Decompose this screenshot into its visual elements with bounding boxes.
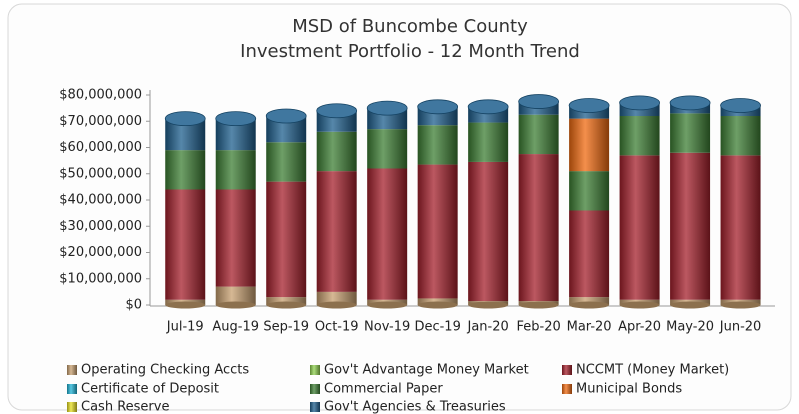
legend-label: Certificate of Deposit [81, 382, 219, 397]
legend-label: Gov't Advantage Money Market [324, 363, 529, 378]
legend-swatch [310, 384, 320, 394]
cylinder-bottom [266, 301, 307, 309]
x-tick-label: Jun-20 [719, 320, 762, 335]
bar-segment [165, 189, 206, 300]
cylinder-bottom [670, 301, 711, 309]
y-tick-label: $20,000,000 [59, 245, 142, 260]
legend-swatch [562, 384, 572, 394]
cylinder-bottom [417, 301, 458, 309]
y-tick-label: $50,000,000 [59, 166, 142, 181]
cylinder-top [619, 95, 660, 111]
cylinder-top [518, 94, 560, 109]
bar-segment [367, 168, 408, 300]
legend-swatch [310, 365, 320, 375]
x-tick-label: Nov-19 [364, 320, 410, 335]
cylinder-bottom [518, 301, 559, 309]
chart-subtitle: Investment Portfolio - 12 Month Trend [240, 41, 580, 62]
bar-segment [215, 286, 256, 305]
y-tick-label: $60,000,000 [59, 140, 142, 155]
cylinder-top [568, 98, 610, 113]
bar-segment [367, 129, 408, 169]
cylinder-bottom [316, 301, 357, 309]
x-tick-label: Jan-20 [467, 320, 509, 335]
legend-label: NCCMT (Money Market) [576, 363, 729, 378]
bar-segment [417, 164, 458, 299]
cylinder-top [215, 111, 257, 127]
legend-label: Cash Reserve [81, 400, 169, 414]
legend-label: Gov't Agencies & Treasuries [324, 400, 506, 414]
x-tick-label: Feb-20 [517, 320, 561, 335]
bar-segment [518, 154, 559, 302]
legend-label: Municipal Bonds [576, 382, 682, 397]
bar-segment [266, 181, 307, 298]
bar-segment [670, 152, 711, 300]
x-tick-label: May-20 [666, 320, 714, 335]
bar-segment [720, 116, 761, 156]
cylinder-top [720, 98, 761, 113]
cylinder-bottom [569, 301, 610, 309]
bar-segment [316, 291, 357, 305]
cylinder-top [467, 99, 509, 115]
cylinder-top [417, 99, 459, 115]
bar-segment [165, 150, 206, 190]
bar-segment [670, 113, 711, 153]
cylinder-bottom [619, 301, 660, 309]
x-tick-label: Mar-20 [567, 320, 612, 335]
cylinder-bottom [468, 301, 509, 309]
x-tick-label: Aug-19 [212, 320, 259, 335]
cylinder-top [265, 108, 307, 124]
bar-segment [619, 116, 660, 156]
cylinder-bottom [367, 301, 408, 309]
x-tick-label: Apr-20 [618, 320, 661, 335]
chart-title: MSD of Buncombe County [292, 16, 528, 37]
legend-swatch [310, 402, 320, 412]
bar-segment [215, 150, 256, 190]
cylinder-top [316, 103, 358, 119]
y-tick-label: $40,000,000 [59, 193, 142, 208]
x-tick-label: Jul-19 [166, 320, 204, 335]
legend-swatch [67, 384, 77, 394]
x-tick-label: Oct-19 [315, 320, 359, 335]
cylinder-top [366, 100, 408, 116]
bar-segment [266, 142, 307, 182]
x-tick-label: Dec-19 [414, 320, 460, 335]
bar-segment [468, 161, 509, 302]
bar-segment [569, 171, 610, 211]
bar-segment [720, 155, 761, 300]
bar-segment [569, 118, 610, 172]
legend-label: Commercial Paper [324, 382, 443, 397]
bar-segment [569, 210, 610, 298]
y-tick-label: $70,000,000 [59, 114, 142, 129]
bar-segment [316, 131, 357, 172]
legend-label: Operating Checking Accts [81, 363, 249, 378]
cylinder-top [669, 95, 711, 111]
bar-segment [569, 297, 610, 305]
cylinder-bottom [720, 301, 761, 309]
cylinder-top [164, 111, 206, 127]
cylinder-bottom [215, 301, 256, 309]
bar-segment [417, 125, 458, 165]
bar-segment [619, 155, 660, 300]
y-tick-label: $30,000,000 [59, 219, 142, 234]
legend-swatch [67, 365, 77, 375]
bar-segment [316, 171, 357, 292]
cylinder-bottom [165, 301, 206, 309]
legend-swatch [67, 402, 77, 412]
bar-segment [518, 114, 559, 155]
bar-segment [266, 297, 307, 305]
legend-swatch [562, 365, 572, 375]
x-tick-label: Sep-19 [263, 320, 309, 335]
y-tick-label: $10,000,000 [59, 271, 142, 286]
y-tick-label: $0 [125, 298, 142, 313]
bar-segment [215, 189, 256, 287]
bar-segment [468, 122, 509, 162]
y-tick-label: $80,000,000 [59, 88, 142, 103]
